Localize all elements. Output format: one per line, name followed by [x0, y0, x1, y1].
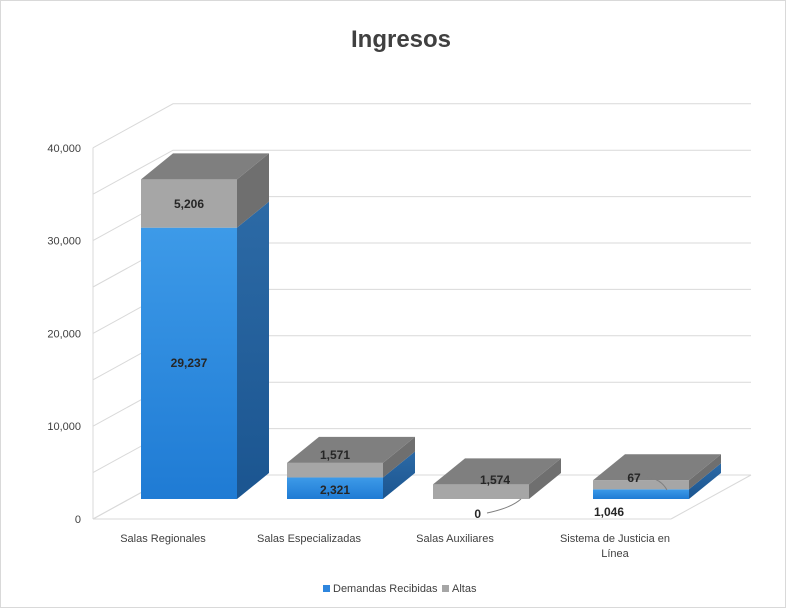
y-tick-label: 30,000 — [47, 236, 81, 248]
y-tick-label: 10,000 — [47, 421, 81, 433]
data-label-altas: 1,574 — [480, 473, 510, 487]
data-label-demandas: 29,237 — [171, 356, 208, 370]
bar-demandas-recibidas-side — [237, 201, 269, 499]
category-label: Salas Auxiliares — [416, 533, 494, 545]
data-label-altas: 1,571 — [320, 448, 350, 462]
bar-top-face — [141, 153, 269, 180]
bar-altas — [141, 179, 237, 228]
floor-edge-right — [670, 474, 752, 520]
category-label: Línea — [601, 548, 629, 560]
data-labels: 29,237 5,206 2,321 1,571 1,574 0 67 1,046 — [171, 197, 668, 521]
data-label-altas: 5,206 — [174, 197, 204, 211]
bars — [141, 153, 721, 499]
bar-demandas-recibidas — [593, 489, 689, 499]
bar-top-face — [433, 458, 561, 485]
bar-demandas-recibidas — [141, 227, 237, 499]
legend-label-altas: Altas — [452, 583, 477, 595]
y-tick-label: 40,000 — [47, 143, 81, 155]
bar-top-face — [287, 436, 415, 463]
category-label: Sistema de Justicia en — [560, 533, 670, 545]
leader-line — [486, 498, 522, 514]
data-label-altas: 67 — [627, 471, 641, 485]
data-label-demandas: 2,321 — [320, 483, 350, 497]
bar-altas — [433, 484, 529, 499]
bar-top-face — [593, 454, 721, 481]
bar-altas — [287, 462, 383, 478]
y-tick-label: 0 — [75, 514, 81, 526]
data-label-demandas: 1,046 — [594, 505, 624, 519]
category-label: Salas Regionales — [120, 533, 206, 545]
legend-label-demandas-recibidas: Demandas Recibidas — [333, 583, 438, 595]
legend-swatch-altas — [442, 585, 449, 592]
bar-demandas-recibidas-side — [383, 451, 415, 499]
category-label: Salas Especializadas — [257, 533, 361, 545]
bar-demandas-recibidas-side — [689, 463, 721, 499]
gridline — [92, 103, 751, 149]
bar-altas-side — [383, 436, 415, 478]
bar-demandas-recibidas — [287, 477, 383, 499]
y-axis-ticks: 0 10,000 20,000 30,000 40,000 — [47, 143, 81, 526]
legend-swatch-demandas-recibidas — [323, 585, 330, 592]
data-label-demandas: 0 — [474, 507, 481, 521]
bar-altas-side — [689, 454, 721, 490]
chart-title: Ingresos — [351, 26, 451, 53]
bar-altas-side — [237, 153, 269, 228]
bar-altas — [593, 480, 689, 490]
leader-line — [646, 476, 668, 491]
y-tick-label: 20,000 — [47, 328, 81, 340]
bar-altas-side — [529, 458, 561, 499]
legend: Demandas Recibidas Altas — [323, 583, 477, 595]
gridline — [92, 149, 751, 195]
category-labels: Salas Regionales Salas Especializadas Sala… — [120, 533, 670, 560]
